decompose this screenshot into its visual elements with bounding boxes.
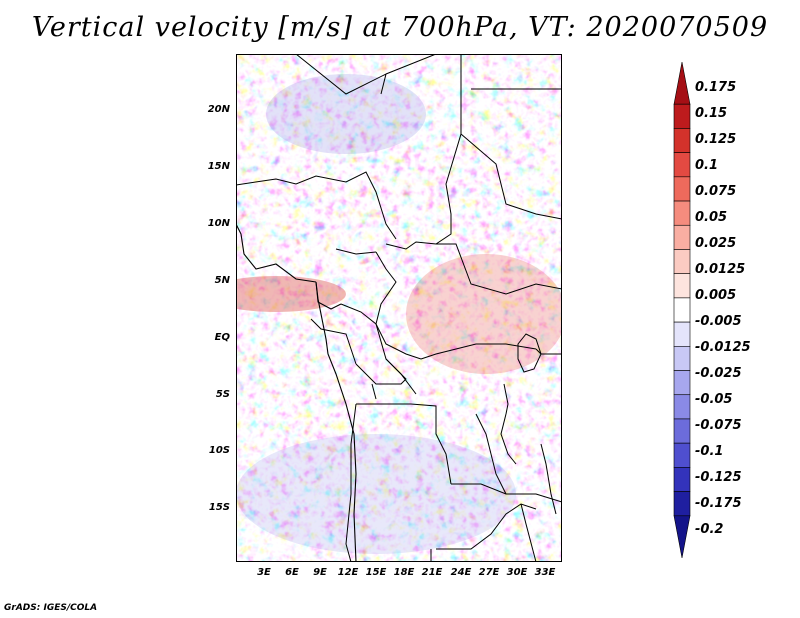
colorbar-label: 0.1 (695, 158, 719, 173)
blue-zone-north (266, 74, 426, 154)
colorbar-cell (673, 152, 691, 178)
colorbar-label: -0.175 (695, 496, 742, 511)
colorbar-label: 0.125 (695, 132, 737, 147)
colorbar-label: -0.05 (695, 392, 733, 407)
colorbar-cell (673, 491, 691, 517)
colorbar-label: -0.025 (695, 366, 742, 381)
lon-label-15e: 15E (365, 567, 387, 578)
colorbar-cell (673, 442, 691, 468)
lon-label-9e: 9E (313, 567, 327, 578)
colorbar-cell (673, 418, 691, 444)
colorbar-cell (673, 346, 691, 371)
colorbar-cell (673, 200, 691, 226)
lat-label-20n: 20N (207, 104, 230, 115)
lat-label-15n: 15N (207, 161, 230, 172)
colorbar-cell (673, 273, 691, 299)
lon-label-24e: 24E (450, 567, 472, 578)
colorbar-label: -0.0125 (695, 340, 751, 355)
colorbar-cell (673, 224, 691, 250)
colorbar-cell (673, 467, 691, 492)
lon-label-12e: 12E (337, 567, 359, 578)
lat-label-5s: 5S (215, 389, 230, 400)
great-lakes (371, 333, 557, 515)
colorbar-label: -0.125 (695, 470, 742, 485)
colorbar-label: -0.075 (695, 418, 742, 433)
colorbar-label: 0.05 (695, 210, 728, 225)
map-title: Vertical velocity [m/s] at 700hPa, VT: 2… (31, 12, 769, 43)
colorbar-cell (673, 321, 691, 347)
grads-credit: GrADS: IGES/COLA (4, 603, 98, 613)
colorbar-cell (673, 61, 691, 105)
colorbar-label: -0.1 (695, 444, 724, 459)
colorbar-cell (673, 176, 691, 202)
colorbar-cell (673, 128, 691, 153)
map-frame (236, 54, 562, 562)
colorbar (673, 61, 691, 559)
colorbar-cell (673, 370, 691, 396)
colorbar-label: 0.15 (695, 106, 728, 121)
lon-label-33e: 33E (534, 567, 556, 578)
colorbar-cell (673, 297, 691, 323)
velocity-field (236, 54, 562, 562)
lon-label-21e: 21E (421, 567, 443, 578)
coastline (236, 223, 357, 562)
lat-label-15s: 15S (208, 502, 230, 513)
velocity-map (236, 54, 562, 562)
red-zone-central-africa (406, 254, 562, 374)
lat-label-10n: 10N (207, 218, 230, 229)
colorbar-cell (673, 394, 691, 420)
colorbar-label: 0.005 (695, 288, 737, 303)
lon-label-18e: 18E (393, 567, 415, 578)
lat-label-10s: 10S (208, 445, 230, 456)
blue-zone-south (236, 434, 516, 554)
lon-label-30e: 30E (506, 567, 528, 578)
country-borders (236, 54, 562, 562)
colorbar-label: 0.025 (695, 236, 737, 251)
colorbar-label: -0.005 (695, 314, 742, 329)
colorbar-label: -0.2 (695, 522, 724, 537)
colorbar-cell (673, 249, 691, 274)
lon-label-3e: 3E (257, 567, 271, 578)
colorbar-label: 0.175 (695, 80, 737, 95)
lat-label-5n: 5N (214, 275, 230, 286)
colorbar-label: 0.0125 (695, 262, 746, 277)
lon-label-6e: 6E (285, 567, 299, 578)
lat-label-eq: EQ (214, 332, 230, 343)
lon-label-27e: 27E (478, 567, 500, 578)
colorbar-label: 0.075 (695, 184, 737, 199)
colorbar-cell (673, 103, 691, 129)
colorbar-cell (673, 515, 691, 559)
